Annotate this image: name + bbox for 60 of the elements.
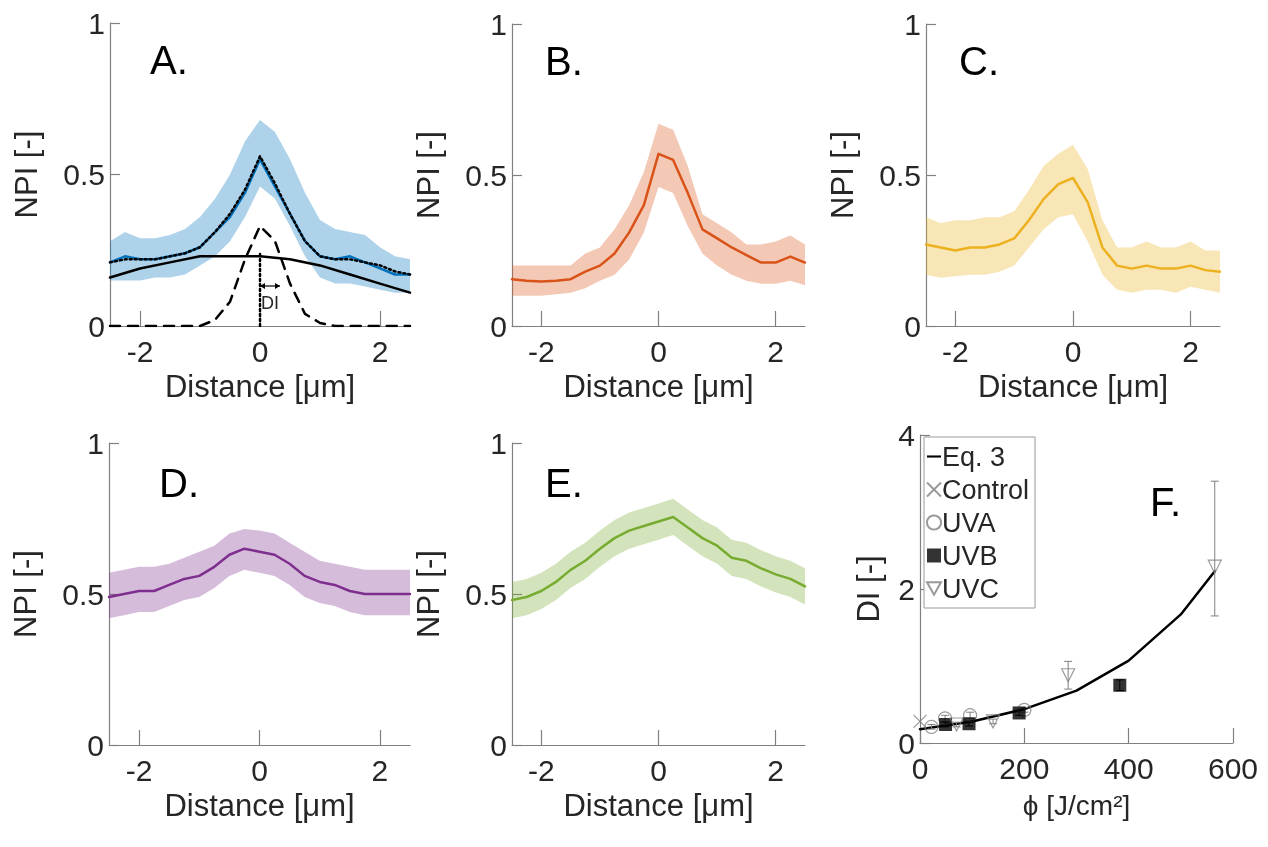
x-tick-label: 2 bbox=[767, 334, 785, 368]
annotation: DI bbox=[261, 293, 279, 313]
x-tick-label: 2 bbox=[371, 753, 389, 787]
y-tick-label: 0 bbox=[490, 728, 507, 762]
y-tick-label: 0.5 bbox=[465, 577, 507, 611]
x-tick-label: -2 bbox=[527, 334, 555, 368]
x-tick-label: 600 bbox=[1207, 751, 1259, 785]
x-tick-label: 0 bbox=[251, 334, 269, 368]
y-tick-label: 0.5 bbox=[63, 158, 105, 191]
y-tick-label: 0.5 bbox=[879, 158, 921, 192]
y-tick-label: 4 bbox=[898, 418, 915, 452]
y-tick-label: 1 bbox=[87, 426, 104, 460]
legend-label: UVC bbox=[942, 573, 1000, 604]
y-tick-label: 2 bbox=[898, 572, 915, 606]
y-tick-label: 0 bbox=[87, 728, 104, 762]
x-tick-label: 2 bbox=[767, 753, 785, 787]
chart-title: E. bbox=[545, 461, 583, 505]
y-tick-label: 0 bbox=[898, 726, 915, 760]
chart-title: A. bbox=[150, 38, 188, 82]
x-tick-label: 2 bbox=[1182, 334, 1199, 368]
chart-title: B. bbox=[545, 39, 583, 83]
x-tick-label: 0 bbox=[1064, 334, 1082, 368]
y-tick-label: 1 bbox=[490, 7, 507, 41]
x-axis-title: Distance [μm] bbox=[164, 787, 355, 823]
x-axis-title: Distance [μm] bbox=[563, 787, 754, 823]
y-axis-title: NPI [-] bbox=[411, 550, 446, 638]
y-tick-label: 0.5 bbox=[62, 577, 104, 611]
y-axis-title: NPI [-] bbox=[825, 131, 860, 219]
y-tick-label: 0 bbox=[490, 309, 507, 343]
x-axis-title: Distance [μm] bbox=[563, 368, 754, 404]
legend-label: UVA bbox=[942, 507, 996, 538]
chart-title: C. bbox=[959, 39, 999, 83]
x-tick-label: -2 bbox=[125, 753, 153, 787]
y-tick-label: 1 bbox=[904, 7, 921, 41]
y-tick-label: 0.5 bbox=[465, 158, 507, 192]
x-tick-label: 0 bbox=[251, 753, 268, 787]
legend-label: UVB bbox=[942, 540, 998, 571]
y-axis-title: NPI [-] bbox=[8, 550, 43, 638]
y-axis-title: NPI [-] bbox=[9, 130, 44, 219]
x-tick-label: -2 bbox=[126, 334, 154, 368]
y-axis-title: DI [-] bbox=[851, 555, 886, 623]
x-tick-label: -2 bbox=[942, 334, 969, 368]
chart-title: D. bbox=[159, 461, 199, 505]
y-tick-label: 1 bbox=[490, 426, 507, 460]
x-tick-label: 400 bbox=[1103, 751, 1154, 785]
y-tick-label: 0 bbox=[88, 309, 105, 343]
y-axis-title: NPI [-] bbox=[411, 131, 446, 219]
x-axis-title: ϕ [J/cm²] bbox=[1022, 789, 1131, 821]
legend-label: Control bbox=[942, 474, 1030, 505]
legend-label: Eq. 3 bbox=[942, 441, 1006, 472]
x-tick-label: -2 bbox=[527, 753, 555, 787]
y-tick-label: 0 bbox=[904, 309, 921, 343]
x-tick-label: 200 bbox=[999, 751, 1050, 785]
y-tick-label: 1 bbox=[88, 6, 105, 40]
x-tick-label: 2 bbox=[371, 334, 389, 368]
text: F. bbox=[1150, 480, 1182, 524]
x-axis-title: Distance [μm] bbox=[164, 368, 356, 404]
x-tick-label: 0 bbox=[650, 753, 667, 787]
x-axis-title: Distance [μm] bbox=[977, 368, 1169, 404]
x-tick-label: 0 bbox=[650, 334, 667, 368]
